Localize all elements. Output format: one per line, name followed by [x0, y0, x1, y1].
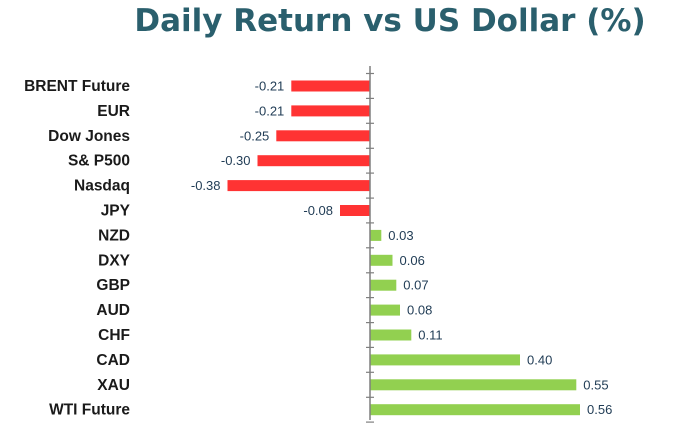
bar-9 [370, 304, 400, 316]
category-label-13: WTI Future [49, 402, 130, 419]
bar-8 [370, 279, 397, 291]
chart-title: Daily Return vs US Dollar (%) [134, 3, 646, 39]
category-label-0: BRENT Future [24, 78, 130, 95]
value-label-12: 0.55 [583, 377, 608, 392]
value-label-3: -0.30 [221, 153, 251, 168]
category-labels: BRENT Future EUR Dow Jones S& P500 Nasdaq JPY… [24, 78, 131, 419]
bar-10 [370, 329, 412, 341]
category-label-4: Nasdaq [74, 178, 130, 195]
bar-0 [291, 80, 371, 92]
category-label-5: JPY [101, 203, 131, 220]
value-label-6: 0.03 [388, 228, 413, 243]
category-label-1: EUR [97, 103, 130, 120]
value-label-13: 0.56 [587, 402, 612, 417]
value-label-10: 0.11 [418, 328, 442, 343]
category-label-11: CAD [96, 352, 130, 369]
value-label-7: 0.06 [400, 253, 425, 268]
bar-12 [370, 379, 577, 391]
value-label-0: -0.21 [255, 79, 285, 94]
category-label-3: S& P500 [68, 153, 130, 170]
value-label-5: -0.08 [303, 203, 333, 218]
value-label-8: 0.07 [403, 278, 428, 293]
category-label-2: Dow Jones [48, 128, 130, 145]
category-label-12: XAU [97, 377, 130, 394]
category-label-6: NZD [98, 227, 130, 244]
bar-11 [370, 354, 520, 366]
bar-5 [340, 205, 370, 216]
value-label-4: -0.38 [191, 178, 221, 193]
bar-2 [276, 130, 371, 142]
value-label-1: -0.21 [255, 103, 285, 118]
bar-3 [257, 155, 370, 167]
category-label-8: GBP [96, 277, 130, 294]
bar-13 [370, 404, 580, 416]
bar-6 [370, 229, 382, 241]
bar-7 [370, 254, 393, 266]
value-label-9: 0.08 [407, 303, 432, 318]
value-label-11: 0.40 [527, 352, 552, 367]
value-label-2: -0.25 [240, 128, 270, 143]
bar-1 [291, 105, 371, 117]
bar-4 [227, 180, 370, 192]
category-label-10: CHF [98, 327, 130, 344]
value-labels: -0.21 -0.21 -0.25 -0.30-0.38 -0.08 0.03 0.06 0.… [191, 79, 612, 418]
category-label-9: AUD [96, 302, 130, 319]
zero-axis [366, 66, 374, 423]
category-label-7: DXY [98, 252, 131, 269]
bars-group [227, 80, 580, 416]
